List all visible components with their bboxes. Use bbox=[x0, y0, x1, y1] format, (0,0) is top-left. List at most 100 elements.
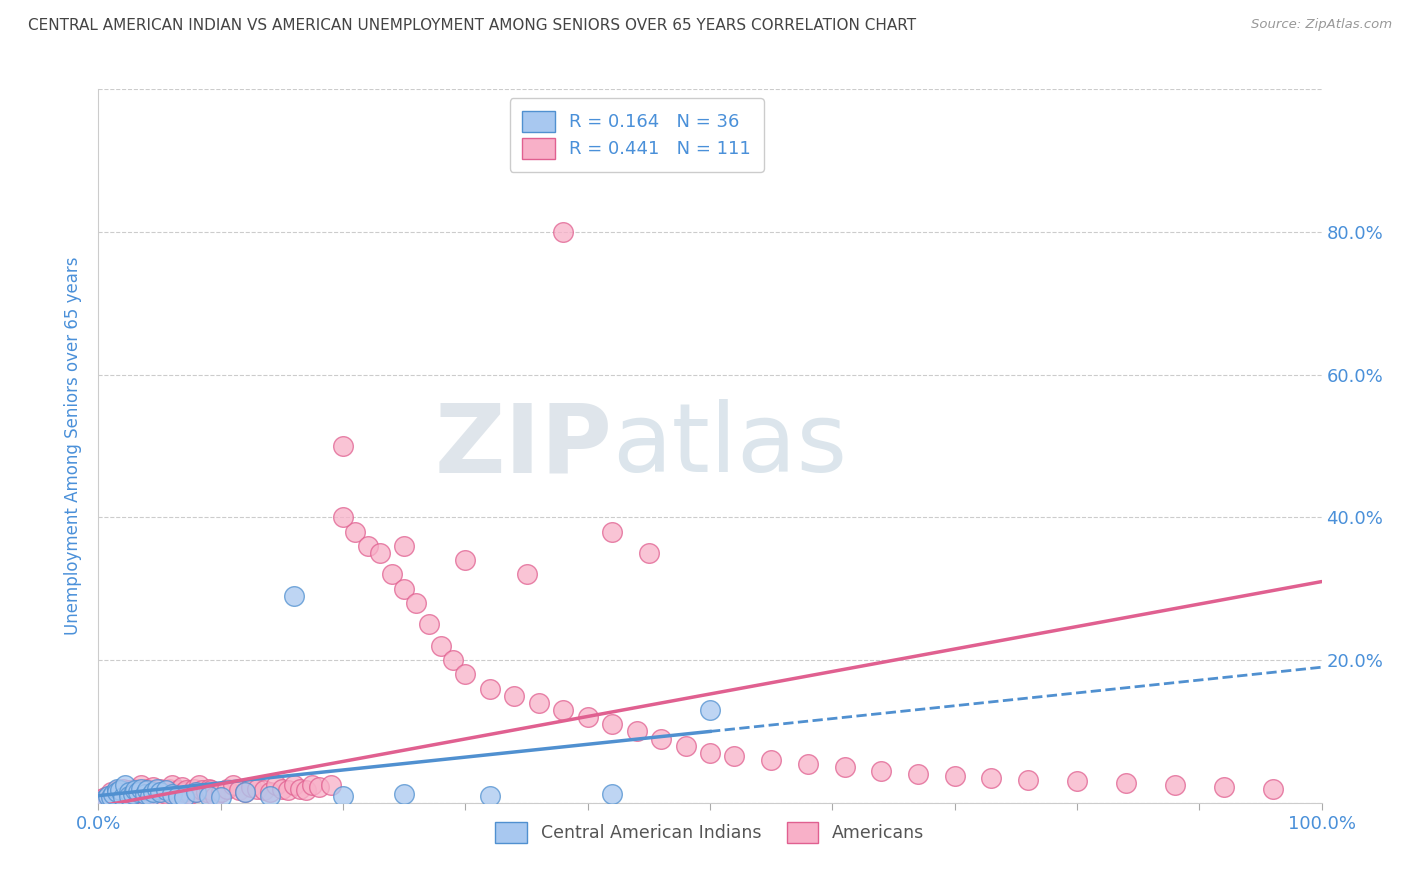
Point bbox=[173, 790, 195, 805]
Point bbox=[1212, 780, 1234, 794]
Point bbox=[139, 789, 162, 803]
Point bbox=[454, 667, 477, 681]
Point bbox=[252, 783, 274, 797]
Point bbox=[503, 689, 526, 703]
Point bbox=[1115, 776, 1137, 790]
Point bbox=[264, 778, 287, 792]
Point bbox=[228, 783, 250, 797]
Point bbox=[319, 778, 342, 792]
Point bbox=[121, 787, 143, 801]
Point bbox=[111, 790, 134, 805]
Point bbox=[270, 781, 294, 796]
Point bbox=[478, 789, 501, 803]
Point bbox=[136, 783, 159, 797]
Point bbox=[344, 524, 367, 539]
Point bbox=[259, 785, 281, 799]
Point bbox=[233, 785, 256, 799]
Point bbox=[127, 783, 149, 797]
Point bbox=[699, 746, 721, 760]
Point bbox=[283, 778, 305, 792]
Point bbox=[699, 703, 721, 717]
Point bbox=[118, 785, 141, 799]
Point bbox=[870, 764, 893, 778]
Point bbox=[187, 778, 209, 792]
Point bbox=[515, 567, 537, 582]
Legend: Central American Indians, Americans: Central American Indians, Americans bbox=[486, 814, 934, 851]
Point bbox=[186, 785, 208, 799]
Point bbox=[93, 792, 115, 806]
Point bbox=[356, 539, 378, 553]
Point bbox=[155, 783, 177, 797]
Point bbox=[97, 789, 120, 803]
Point bbox=[1164, 778, 1187, 792]
Point bbox=[277, 783, 299, 797]
Point bbox=[980, 771, 1002, 785]
Point bbox=[675, 739, 697, 753]
Point bbox=[418, 617, 440, 632]
Point bbox=[101, 787, 124, 801]
Point bbox=[215, 781, 238, 796]
Point bbox=[124, 783, 146, 797]
Point bbox=[142, 787, 165, 801]
Point bbox=[283, 589, 305, 603]
Point bbox=[240, 780, 263, 794]
Point bbox=[111, 781, 134, 796]
Point bbox=[1017, 772, 1039, 787]
Point bbox=[209, 790, 232, 805]
Point bbox=[290, 781, 312, 796]
Point bbox=[142, 785, 165, 799]
Point bbox=[127, 785, 149, 799]
Point bbox=[136, 781, 159, 796]
Point bbox=[553, 225, 575, 239]
Point bbox=[430, 639, 453, 653]
Point bbox=[368, 546, 391, 560]
Point bbox=[155, 787, 177, 801]
Point bbox=[392, 539, 416, 553]
Point bbox=[332, 439, 354, 453]
Point bbox=[173, 785, 195, 799]
Point bbox=[943, 769, 966, 783]
Point bbox=[134, 789, 156, 803]
Point bbox=[197, 789, 219, 803]
Point bbox=[332, 510, 354, 524]
Point bbox=[204, 789, 226, 803]
Point bbox=[149, 785, 172, 799]
Point bbox=[105, 781, 128, 796]
Point bbox=[118, 789, 141, 803]
Point bbox=[834, 760, 856, 774]
Point bbox=[124, 781, 146, 796]
Point bbox=[295, 783, 318, 797]
Point bbox=[90, 792, 112, 806]
Point bbox=[118, 789, 141, 803]
Point bbox=[100, 790, 122, 805]
Point bbox=[179, 787, 201, 801]
Point bbox=[136, 785, 159, 799]
Point bbox=[907, 767, 929, 781]
Point bbox=[259, 789, 281, 803]
Point bbox=[576, 710, 599, 724]
Point bbox=[118, 783, 141, 797]
Point bbox=[1066, 774, 1088, 789]
Point bbox=[105, 785, 128, 799]
Point bbox=[167, 789, 190, 803]
Point bbox=[110, 785, 132, 799]
Point bbox=[100, 790, 122, 805]
Point bbox=[111, 787, 134, 801]
Point bbox=[246, 781, 269, 796]
Point bbox=[183, 781, 205, 796]
Point bbox=[146, 785, 169, 799]
Text: atlas: atlas bbox=[612, 400, 848, 492]
Point bbox=[157, 781, 180, 796]
Point bbox=[527, 696, 550, 710]
Point bbox=[129, 787, 152, 801]
Point bbox=[301, 778, 323, 792]
Point bbox=[118, 790, 141, 805]
Point bbox=[600, 717, 623, 731]
Point bbox=[149, 781, 172, 796]
Point bbox=[626, 724, 648, 739]
Text: Source: ZipAtlas.com: Source: ZipAtlas.com bbox=[1251, 18, 1392, 31]
Point bbox=[332, 789, 354, 803]
Point bbox=[167, 789, 190, 803]
Point bbox=[100, 785, 122, 799]
Point bbox=[191, 783, 214, 797]
